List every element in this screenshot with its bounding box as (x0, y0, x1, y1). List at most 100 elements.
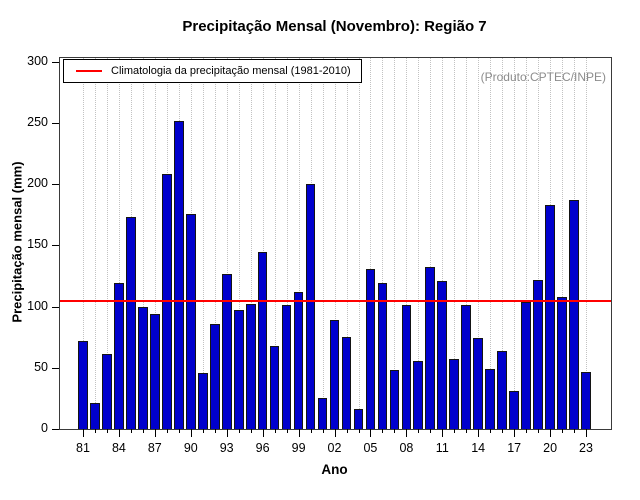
x-tick (550, 429, 552, 437)
bar-06 (377, 283, 388, 429)
bar-04 (353, 409, 364, 429)
x-tick-label: 17 (507, 441, 522, 455)
year-gridline (406, 58, 408, 429)
year-gridline (226, 58, 228, 429)
x-tick (142, 429, 144, 433)
bar-91 (197, 372, 208, 429)
bar-22 (569, 200, 579, 429)
bar-21 (557, 296, 567, 429)
bar-13 (461, 305, 472, 429)
bar-84 (114, 283, 124, 429)
bar-93 (221, 273, 232, 429)
x-tick-label: 20 (543, 441, 558, 455)
y-tick (52, 367, 59, 369)
x-tick (250, 429, 252, 433)
bar-20 (545, 205, 555, 429)
year-gridline (142, 58, 144, 429)
x-tick (286, 429, 288, 433)
year-gridline (95, 58, 96, 429)
year-gridline (154, 58, 156, 429)
bar-09 (413, 360, 424, 429)
year-gridline (382, 58, 384, 429)
year-gridline (478, 58, 480, 429)
x-tick (95, 429, 96, 433)
x-tick (430, 429, 432, 433)
y-tick (52, 245, 59, 247)
x-tick (514, 429, 516, 437)
x-tick-label: 08 (399, 441, 414, 455)
year-gridline (442, 58, 444, 429)
year-gridline (370, 58, 372, 429)
year-gridline (358, 58, 360, 429)
x-tick (214, 429, 216, 433)
y-tick-label: 250 (27, 115, 48, 129)
year-gridline (562, 58, 564, 429)
y-tick (52, 61, 59, 63)
y-tick-label: 0 (41, 421, 48, 435)
x-tick-label: 81 (76, 441, 90, 455)
watermark-text: (Produto:CPTEC/INPE) (480, 70, 606, 84)
year-gridline (394, 58, 396, 429)
bar-23 (581, 371, 591, 429)
year-gridline (538, 58, 540, 429)
bar-18 (521, 301, 531, 429)
y-tick (52, 306, 59, 308)
x-tick-label: 84 (111, 441, 126, 455)
x-tick (322, 429, 324, 433)
x-tick-label: 90 (183, 441, 198, 455)
year-gridline (418, 58, 420, 429)
x-tick-label: 87 (147, 441, 162, 455)
year-gridline (490, 58, 492, 429)
bar-08 (401, 305, 412, 429)
x-tick (166, 429, 168, 433)
bar-87 (149, 313, 160, 429)
x-tick (418, 429, 420, 433)
bar-88 (161, 174, 172, 429)
x-tick (406, 429, 408, 437)
x-tick (466, 429, 468, 433)
bar-99 (293, 291, 304, 429)
bar-00 (305, 184, 316, 429)
plot-area: Climatologia da precipitação mensal (198… (27, 54, 612, 455)
x-tick (478, 429, 480, 437)
year-gridline (274, 58, 276, 429)
year-gridline (214, 58, 216, 429)
x-tick-label: 23 (579, 441, 593, 455)
y-tick-label: 300 (27, 53, 48, 68)
x-tick (442, 429, 444, 437)
x-tick (538, 429, 540, 433)
x-tick-label: 11 (435, 441, 449, 455)
x-tick (190, 429, 192, 437)
bar-83 (102, 354, 112, 429)
legend-label: Climatologia da precipitação mensal (198… (111, 65, 351, 77)
legend-line-sample (76, 70, 102, 72)
y-tick-label: 200 (27, 176, 48, 191)
bar-89 (173, 120, 184, 429)
x-tick (502, 429, 504, 433)
bar-03 (341, 337, 352, 429)
year-gridline (346, 58, 348, 429)
x-tick (526, 429, 528, 433)
year-gridline (526, 58, 528, 429)
bar-81 (78, 340, 88, 429)
x-tick (298, 429, 300, 437)
x-tick (118, 429, 120, 437)
x-tick-label: 96 (255, 441, 270, 455)
x-tick (370, 429, 372, 437)
x-tick (310, 429, 312, 433)
x-tick-label: 93 (219, 441, 234, 455)
year-gridline (286, 58, 288, 429)
bar-07 (389, 370, 400, 429)
x-tick (83, 429, 84, 437)
x-tick (394, 429, 396, 433)
x-tick (358, 429, 360, 433)
year-gridline (454, 58, 456, 429)
year-gridline (238, 58, 240, 429)
y-tick (52, 123, 59, 124)
y-tick-label: 150 (27, 237, 48, 252)
x-tick-label: 99 (291, 441, 306, 455)
bar-96 (257, 251, 268, 429)
bar-90 (185, 213, 196, 429)
x-tick (334, 429, 336, 437)
